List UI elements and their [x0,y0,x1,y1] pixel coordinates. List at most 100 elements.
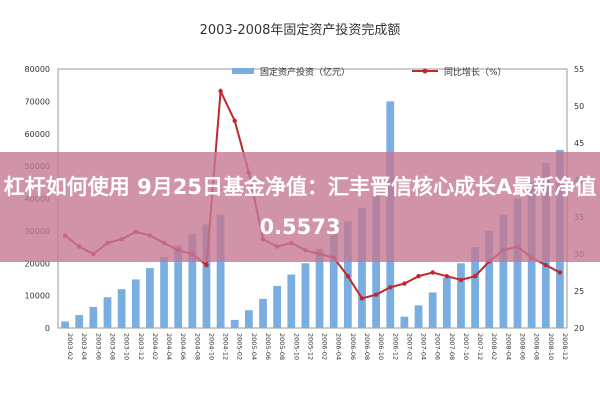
bar [202,224,211,328]
right-tick-label: 40 [574,176,584,185]
line-point [246,170,252,175]
left-tick-label: 0 [45,324,50,333]
right-tick-label: 35 [574,213,584,222]
x-tick-label: 2008-04 [504,333,512,360]
bar [89,306,98,328]
line-point [77,244,82,249]
line-point [91,251,96,257]
line-point [147,233,153,238]
line-point [557,270,563,275]
x-tick-label: 2003-12 [137,333,145,360]
x-tick-label: 2008-08 [533,333,541,360]
x-tick-label: 2008-02 [490,333,498,360]
left-tick-label: 80000 [25,65,50,74]
bar [315,248,324,328]
bar [103,297,112,328]
line-point [218,89,223,94]
bar [146,268,154,328]
x-tick-label: 2003-06 [94,333,102,360]
line-point [289,240,294,246]
line-point [472,274,478,279]
right-tick-label: 55 [574,65,584,74]
line-point [402,281,407,286]
left-tick-label: 30000 [25,227,50,236]
line-point [515,244,520,249]
left-tick-label: 70000 [25,97,50,106]
x-tick-label: 2003-04 [80,333,88,360]
bar [513,198,522,328]
x-tick-label: 2007-02 [405,333,413,360]
left-tick-label: 60000 [25,130,50,139]
line-point [317,251,322,257]
x-tick-label: 2005-08 [278,333,286,360]
line-point [416,274,421,279]
x-tick-label: 2006-12 [391,333,399,360]
line-point [260,237,266,242]
line-point [175,248,181,253]
bar [259,298,267,328]
x-axis: 2003-02 2003-04 2003-06 2003-08 2003-10 2003-… [66,333,569,360]
bar [131,279,140,328]
bar [372,195,381,328]
x-tick-label: 2003-10 [123,333,131,360]
bar-series [61,101,564,328]
x-tick-label: 2007-10 [462,333,470,360]
bar [541,162,550,328]
right-tick-label: 25 [574,287,584,296]
x-tick-label: 2003-08 [108,333,116,360]
x-tick-label: 2004-08 [193,333,201,360]
bar [499,214,508,328]
x-tick-label: 2008-10 [547,333,555,360]
line-point [331,255,336,260]
x-tick-label: 2004-06 [179,333,187,360]
line-point [359,296,365,301]
x-tick-label: 2006-02 [321,333,329,360]
x-tick-label: 2004-04 [165,333,173,360]
x-tick-label: 2005-10 [292,333,300,360]
bar [329,234,338,328]
x-tick-label: 2008-12 [561,333,569,360]
right-tick-label: 45 [574,139,584,148]
legend-bar-label: 固定资产投资（亿元） [260,66,350,78]
legend: 固定资产投资（亿元） 同比增长（%） [232,66,507,78]
x-tick-label: 2005-12 [306,333,314,360]
bar [428,292,437,328]
left-tick-label: 50000 [25,162,50,171]
x-tick-label: 2005-04 [250,333,258,360]
line-point [458,277,464,283]
line-point [190,251,195,257]
left-axis: 0 10000 20000 30000 40000 50000 60000 70000 8000… [25,65,50,333]
line-point [543,262,548,268]
chart-title: 2003-2008年固定资产投资完成额 [200,22,401,38]
line-point [105,240,110,246]
x-tick-label: 2004-02 [151,333,159,360]
right-tick-label: 30 [574,250,584,259]
right-axis: 20 25 30 35 40 45 50 55 [574,65,584,333]
left-tick-label: 20000 [25,259,50,268]
line-point [274,244,280,249]
x-tick-label: 2007-08 [448,333,456,360]
x-tick-label: 2007-04 [420,333,428,360]
bar [301,263,310,328]
x-tick-label: 2003-02 [66,333,74,360]
line-point [161,240,167,246]
bar [273,285,282,328]
line-point [133,229,138,234]
bar [485,230,494,328]
bar [287,274,296,328]
x-tick-label: 2006-04 [335,333,343,360]
line-point [487,259,492,264]
x-tick-label: 2005-06 [264,333,272,360]
bar [457,263,465,328]
line-point [204,262,209,268]
right-tick-label: 50 [574,102,584,111]
bar [61,321,69,328]
x-tick-label: 2006-08 [363,333,371,360]
bar [556,149,564,328]
line-point [430,270,435,275]
legend-line-marker [422,68,428,74]
line-point [373,292,379,297]
x-tick-label: 2007-12 [476,333,484,360]
bar [117,289,126,328]
